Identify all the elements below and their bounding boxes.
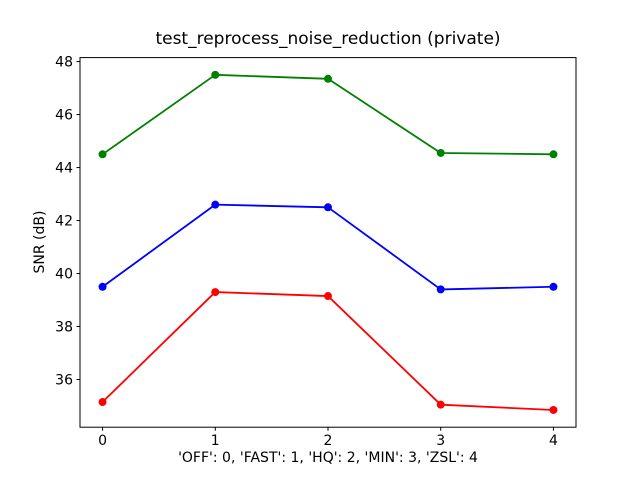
blue-series-marker [324,203,332,212]
red-series-marker [211,288,220,297]
y-tick-label: 36 [55,373,73,389]
green-series-marker [324,74,332,83]
y-tick-label: 48 [55,55,73,71]
red-series-marker [98,398,107,407]
green-series-marker [549,150,558,159]
green-series-marker [436,148,445,157]
y-tick-label: 38 [55,320,73,336]
green-series-marker [211,70,220,79]
blue-series-marker [436,285,445,294]
y-tick-label: 40 [55,267,73,283]
x-axis-label: 'OFF': 0, 'FAST': 1, 'HQ': 2, 'MIN': 3, … [178,450,478,466]
x-tick-label: 1 [211,433,220,449]
y-tick-label: 44 [55,161,73,177]
green-series-marker [98,150,107,159]
red-series-marker [549,405,558,414]
axes-frame [79,57,577,428]
red-series-line [101,291,554,411]
blue-series-marker [211,200,220,209]
x-tick-label: 4 [549,433,558,449]
x-tick-label: 3 [436,433,445,449]
red-series-marker [324,292,332,301]
blue-series-marker [98,282,107,291]
blue-series-line [102,203,554,291]
x-tick-label: 2 [324,433,333,449]
blue-series-marker [549,282,558,291]
y-tick-label: 42 [55,214,73,230]
x-tick-label: 0 [98,433,107,449]
green-series-line [102,73,554,156]
red-series-marker [436,400,445,409]
chart-title: test_reprocess_noise_reduction (private) [155,29,501,49]
y-tick-label: 46 [55,108,73,124]
